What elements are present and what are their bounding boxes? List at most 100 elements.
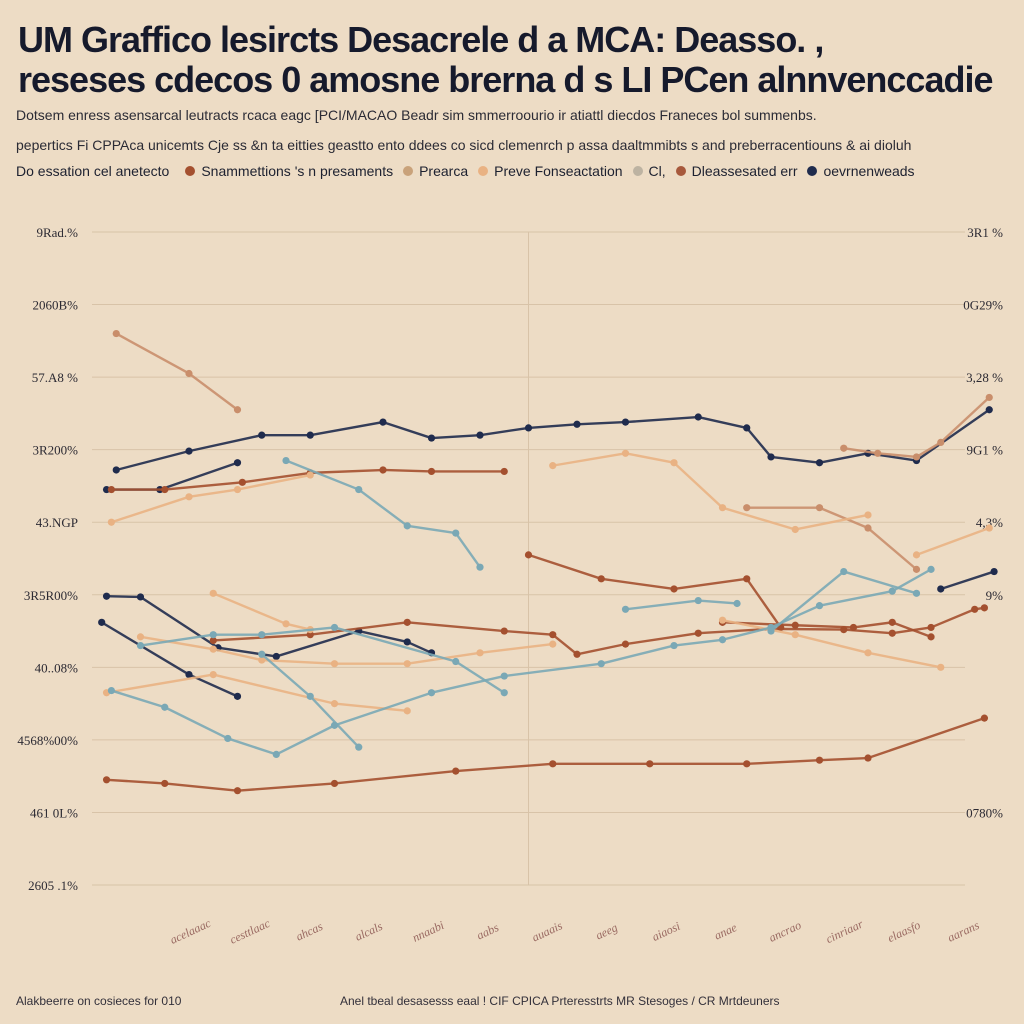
chart-subtitle-line-2: pepertics Fi CPPAca unicemts Cje ss &n t… (16, 137, 912, 153)
series-line (115, 408, 991, 472)
data-point (864, 754, 872, 762)
legend-item-label: Snammettions 's n presaments (201, 163, 394, 179)
y-tick-label-left: 2605 .1% (28, 878, 78, 893)
legend-swatch (675, 166, 686, 176)
data-point (733, 599, 741, 608)
data-point (815, 459, 824, 467)
data-point (549, 631, 557, 639)
data-point (500, 467, 508, 476)
data-point (476, 563, 484, 571)
data-point (743, 424, 751, 432)
x-tick-label: alcals (353, 919, 385, 944)
data-point (136, 593, 145, 601)
legend-swatch (632, 166, 643, 176)
legend-item-label: oevrnenweads (823, 163, 915, 179)
y-tick-label-right: 0G29% (963, 298, 1003, 313)
data-point (306, 471, 314, 479)
data-point (233, 485, 242, 494)
data-point (98, 618, 106, 626)
data-point (937, 663, 945, 671)
data-point (743, 575, 751, 583)
data-point (743, 760, 751, 768)
data-point (500, 672, 508, 680)
series-line (915, 526, 991, 557)
chart-title-line-1: UM Graffico lesircts Desacrele d a MCA: … (18, 20, 824, 60)
y-tick-label-right: 9% (986, 588, 1004, 603)
x-tick-label: aiaosi (650, 919, 683, 944)
data-point (500, 627, 508, 635)
data-point (971, 605, 979, 613)
data-point (791, 621, 799, 629)
data-point (549, 640, 557, 648)
data-point (985, 524, 993, 532)
data-point (209, 645, 217, 653)
data-point (209, 589, 217, 597)
data-point (718, 616, 727, 624)
data-point (670, 641, 678, 650)
series-line (105, 716, 986, 792)
data-point (185, 670, 193, 679)
data-point (209, 670, 217, 679)
data-point (718, 504, 727, 512)
y-tick-label-left: 3R200% (33, 443, 79, 458)
x-tick-label: anae (712, 920, 740, 943)
series-line (260, 653, 360, 749)
data-point (646, 760, 654, 768)
data-point (840, 567, 848, 576)
series-line (100, 621, 239, 698)
legend-item-label: Preve Fonseactation (494, 163, 623, 179)
data-point (258, 431, 266, 439)
data-point (379, 418, 387, 426)
data-point (355, 743, 363, 751)
data-point (379, 466, 387, 474)
data-point (185, 369, 193, 378)
legend-label: Do essation cel anetecto (16, 163, 170, 179)
data-point (452, 529, 460, 537)
series-line (721, 618, 942, 669)
data-point (815, 602, 824, 610)
data-point (224, 734, 232, 743)
data-point (452, 657, 460, 666)
y-tick-label-left: 4568%00% (17, 733, 78, 748)
data-point (403, 707, 411, 715)
data-point (427, 434, 436, 442)
data-point (272, 652, 280, 661)
data-point (107, 686, 115, 695)
x-tick-label: aeeg (593, 920, 619, 942)
data-point (102, 776, 111, 784)
data-point (864, 511, 872, 519)
data-point (258, 650, 266, 658)
data-point (694, 413, 702, 421)
data-point (990, 567, 998, 576)
series-line (139, 626, 506, 694)
data-point (282, 620, 290, 628)
y-tick-label-left: 9Rad.% (36, 225, 78, 240)
chart-title: UM Graffico lesircts Desacrele d a MCA: … (18, 20, 1008, 100)
x-tick-label: cesttlaac (227, 916, 272, 947)
y-tick-label-right: 9G1 % (967, 443, 1004, 458)
data-point (161, 485, 169, 494)
data-point (549, 760, 557, 768)
x-tick-label: acelaaac (168, 916, 214, 947)
data-point (815, 756, 824, 764)
data-point (985, 393, 993, 402)
data-point (670, 459, 678, 467)
y-tick-label-right: 4,3% (976, 515, 1003, 530)
x-tick-label: auaais (530, 918, 565, 944)
data-point (937, 438, 945, 447)
x-tick-label: cinriaar (824, 917, 866, 946)
series-line (139, 635, 554, 665)
legend-swatch (478, 166, 489, 176)
x-tick-label: aabs (474, 920, 501, 942)
series-line (624, 599, 739, 611)
data-point (888, 629, 896, 637)
data-point (233, 406, 242, 414)
series-line (212, 606, 986, 656)
data-point (282, 456, 290, 465)
series-line (939, 570, 996, 591)
data-point (791, 525, 799, 534)
data-point (927, 633, 935, 641)
data-point (888, 587, 896, 595)
data-point (621, 640, 630, 648)
data-point (849, 623, 858, 632)
